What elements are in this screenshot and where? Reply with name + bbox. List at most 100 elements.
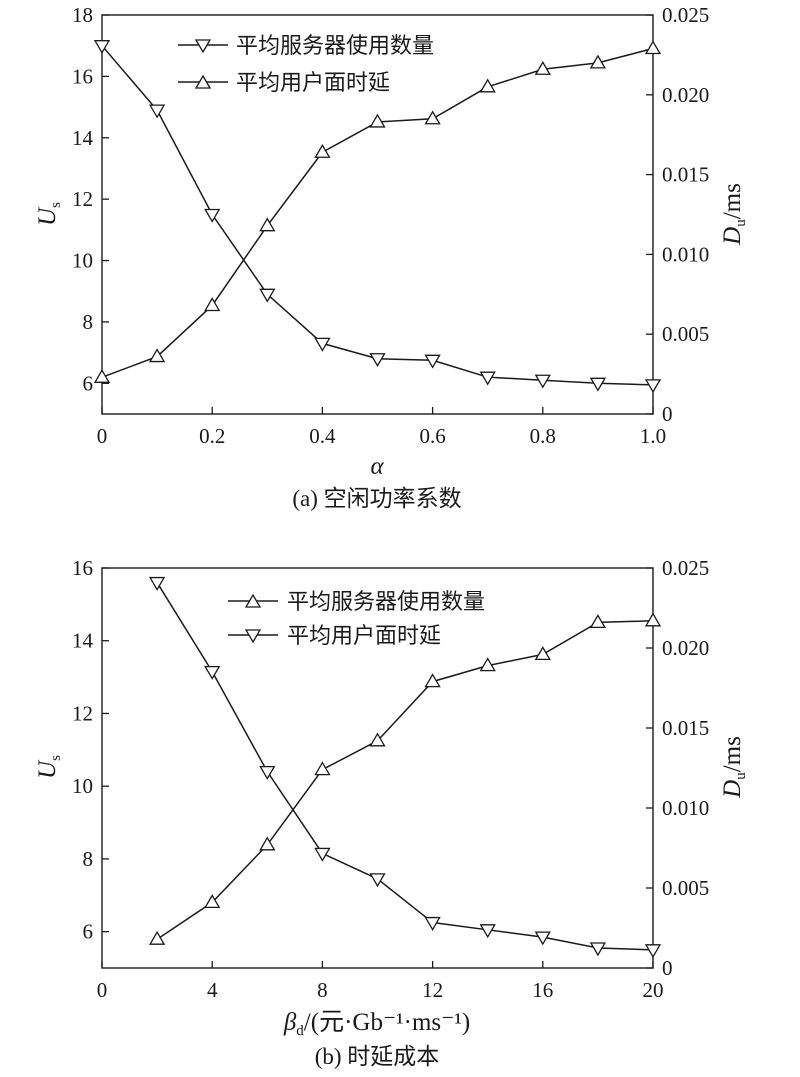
panel-a-left-axis-label: Us [34, 202, 64, 226]
panel-a-x-tick-label: 0.2 [199, 424, 225, 448]
panel-b-x-tick-label: 16 [532, 978, 553, 1002]
panel-b-series-1-line [156, 620, 654, 940]
panel-b-x-axis-ticks: 0 4 8 12 16 20 [97, 961, 664, 1002]
panel-a-series-1-point [534, 374, 551, 389]
panel-b-series-2-line [156, 582, 654, 951]
panel-a-left-axis-ticks: 6 8 10 12 14 16 18 [72, 3, 109, 395]
panel-b-series-2-point [314, 847, 331, 862]
panel-a-right-axis-ticks: 0 0.005 0.010 0.015 0.020 0.025 [646, 3, 709, 426]
panel-b-series-1-point [589, 614, 607, 629]
panel-b-right-tick-label: 0.010 [662, 796, 709, 820]
panel-a-series-1-line [101, 45, 654, 386]
panel-b-right-tick-label: 0.020 [662, 636, 709, 660]
panel-a-series-1-point [259, 288, 276, 303]
panel-a-right-tick-label: 0.010 [662, 242, 709, 266]
panel-b-left-tick-label: 10 [72, 774, 93, 798]
panel-a-series-1-point [93, 40, 111, 54]
panel-a-legend-label-1: 平均服务器使用数量 [236, 33, 434, 58]
panel-b-series-1-point [644, 612, 662, 627]
panel-a-series-2-point [589, 54, 607, 69]
panel-a-right-axis-label: Du/ms [719, 183, 749, 246]
panel-b-right-axis-label: Du/ms [719, 736, 749, 799]
panel-a-plot-frame [101, 14, 654, 415]
panel-b-right-tick-label: 0.025 [662, 556, 709, 580]
panel-a-x-tick-label: 0.8 [530, 424, 556, 448]
panel-b-series-2-point [204, 665, 221, 680]
panel-b-left-tick-label: 14 [72, 629, 94, 653]
panel-a-right-tick-label: 0.025 [662, 3, 709, 27]
panel-a-x-tick-label: 0 [97, 424, 108, 448]
panel-b-series-1-point [259, 836, 276, 851]
panel-b-x-tick-label: 20 [643, 978, 664, 1002]
panel-a-series-2-point [424, 110, 441, 125]
panel-b-left-tick-label: 8 [83, 847, 94, 871]
panel-a-series-2-point [148, 348, 166, 363]
panel-a-series-2-point [93, 369, 111, 383]
panel-a-series-1-point [148, 104, 166, 119]
panel-a-legend: 平均服务器使用数量 平均用户面时延 [178, 33, 434, 95]
panel-b-chart: 6 8 10 12 14 16 0 0.005 0.010 0.015 0.020 0.025 0 4… [34, 556, 749, 1069]
panel-a-series-2-point [259, 217, 276, 232]
panel-a-legend-item-2: 平均用户面时延 [178, 70, 390, 95]
panel-a-series-2-point [644, 40, 662, 55]
panel-b-right-tick-label: 0.005 [662, 876, 709, 900]
panel-a-left-tick-label: 12 [72, 187, 93, 211]
panel-b-x-tick-label: 8 [317, 978, 328, 1002]
panel-b-series-2-point [369, 873, 386, 888]
panel-a-series-2-line [101, 47, 654, 378]
panel-a-series-1-point [314, 337, 331, 352]
panel-b-x-tick-label: 4 [207, 978, 218, 1002]
panel-b-legend-item-1: 平均服务器使用数量 [228, 589, 485, 614]
panel-b-right-axis-ticks: 0 0.005 0.010 0.015 0.020 0.025 [646, 556, 709, 980]
panel-b-series-1-point [314, 761, 331, 776]
panel-a-x-axis-ticks: 0 0.2 0.4 0.6 0.8 1.0 [97, 407, 666, 448]
panel-b-left-axis-label: Us [34, 755, 64, 779]
panel-b-series-1-point [479, 657, 496, 672]
panel-b-left-tick-label: 6 [83, 920, 94, 944]
panel-a-series-2-point [314, 143, 331, 158]
panel-a-right-tick-label: 0.015 [662, 163, 709, 187]
panel-a-x-tick-label: 0.4 [309, 424, 336, 448]
panel-a-series-2-point [479, 78, 496, 93]
panel-b-series-2-point [534, 931, 551, 946]
panel-b-series-2-point [589, 942, 607, 957]
panel-b-x-axis-label: βd/(元·Gb⁻¹·ms⁻¹) [283, 1009, 470, 1039]
panel-a-left-tick-label: 8 [83, 310, 94, 334]
panel-b-legend-item-2: 平均用户面时延 [228, 623, 441, 648]
legend-triangle-down-icon [194, 39, 212, 54]
panel-a-series-1-point [644, 379, 662, 394]
panel-b-series-1-point [204, 894, 221, 909]
panel-b-right-tick-label: 0.015 [662, 716, 709, 740]
panel-a-right-tick-label: 0.020 [662, 83, 709, 107]
panel-b-series-2-point [148, 576, 166, 591]
panel-a-right-tick-label: 0 [662, 402, 673, 426]
panel-a-series-1-point [369, 353, 386, 368]
panel-b-series-1-point [148, 930, 166, 945]
panel-b-series-layer [148, 576, 662, 959]
panel-a-series-2-point [204, 297, 221, 312]
panel-b-x-tick-label: 0 [97, 978, 108, 1002]
panel-a-series-2-point [534, 60, 551, 75]
panel-a-left-tick-label: 18 [72, 3, 93, 27]
panel-a-left-tick-label: 16 [72, 64, 93, 88]
panel-a-x-tick-label: 0.6 [419, 424, 445, 448]
legend-triangle-down-icon [244, 629, 262, 644]
legend-triangle-up-icon [244, 593, 262, 608]
panel-a-left-tick-label: 10 [72, 249, 93, 273]
panel-a-left-tick-label: 6 [83, 371, 94, 395]
panel-b-plot-frame [101, 567, 654, 969]
panel-b-legend-label-2: 平均用户面时延 [287, 623, 441, 648]
panel-b-caption: (b) 时延成本 [315, 1044, 440, 1069]
panel-a-series-2-point [369, 113, 386, 128]
panel-a-caption: (a) 空闲功率系数 [292, 486, 461, 511]
panel-a-series-layer [93, 40, 662, 394]
panel-b-series-2-point [424, 916, 441, 931]
panel-a-series-1-point [204, 208, 221, 223]
legend-triangle-up-icon [194, 74, 212, 89]
panel-b-series-2-point [644, 944, 662, 959]
panel-a-series-1-point [424, 354, 441, 369]
panel-b-left-tick-label: 16 [72, 556, 93, 580]
panel-a-legend-label-2: 平均用户面时延 [236, 70, 390, 95]
